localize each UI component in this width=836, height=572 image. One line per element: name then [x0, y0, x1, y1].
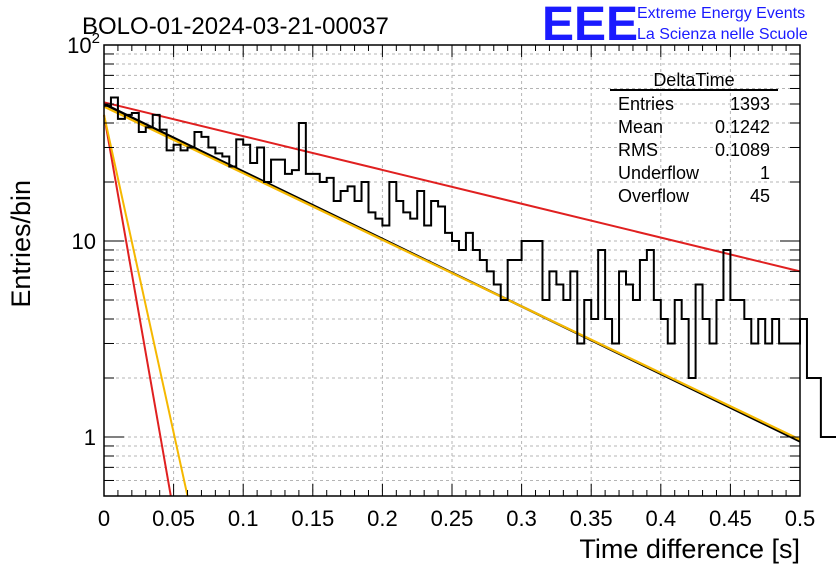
stats-row-label: Entries	[618, 94, 674, 114]
x-tick-label: 0.3	[506, 506, 537, 531]
x-axis-title: Time difference [s]	[579, 534, 800, 564]
y-tick-label: 102	[67, 30, 100, 58]
x-tick-label: 0.45	[709, 506, 752, 531]
x-tick-label: 0.35	[570, 506, 613, 531]
x-tick-label: 0.4	[646, 506, 677, 531]
eee-line-2: La Scienza nelle Scuole	[637, 26, 808, 43]
stats-row-value: 1	[760, 163, 770, 183]
grid-lines	[104, 45, 800, 496]
x-tick-labels: 0 0.05 0.1 0.15 0.2 0.25 0.3 0.35 0.4 0.45 0.5	[98, 506, 815, 531]
stats-row-label: Mean	[618, 117, 663, 137]
run-title: BOLO-01-2024-03-21-00037	[82, 13, 389, 40]
x-tick-label: 0	[98, 506, 110, 531]
axis-ticks	[103, 44, 801, 497]
stats-row-value: 45	[750, 186, 770, 206]
x-tick-label: 0.2	[367, 506, 398, 531]
x-tick-label: 0.5	[785, 506, 816, 531]
x-tick-label: 0.15	[291, 506, 334, 531]
eee-logo-mark: EEE	[542, 0, 638, 51]
stats-row-value: 0.1089	[715, 140, 770, 160]
fit-curve	[103, 114, 189, 497]
y-tick-labels: 1 10 102	[67, 30, 100, 450]
y-tick-label: 10	[72, 229, 96, 254]
eee-line-1: Extreme Energy Events	[637, 5, 805, 22]
stats-row-label: RMS	[618, 140, 658, 160]
fit-curve	[103, 101, 801, 273]
x-tick-label: 0.1	[228, 506, 259, 531]
stats-row-value: 0.1242	[715, 117, 770, 137]
stats-box-title: DeltaTime	[653, 70, 734, 90]
x-tick-label: 0.05	[152, 506, 195, 531]
y-axis-title: Entries/bin	[6, 180, 36, 308]
x-tick-label: 0.25	[431, 506, 474, 531]
fit-curve	[103, 105, 801, 441]
stats-box: DeltaTime Entries 1393 Mean 0.1242 RMS 0.1089…	[610, 70, 778, 206]
histogram-steps	[104, 96, 836, 438]
stats-row-label: Overflow	[618, 186, 690, 206]
fit-curves	[103, 101, 801, 497]
stats-row-value: 1393	[730, 94, 770, 114]
eee-logo: EEE Extreme Energy Events La Scienza nel…	[542, 0, 808, 51]
fit-curve	[103, 114, 172, 497]
y-tick-label: 1	[84, 425, 96, 450]
stats-row-label: Underflow	[618, 163, 700, 183]
